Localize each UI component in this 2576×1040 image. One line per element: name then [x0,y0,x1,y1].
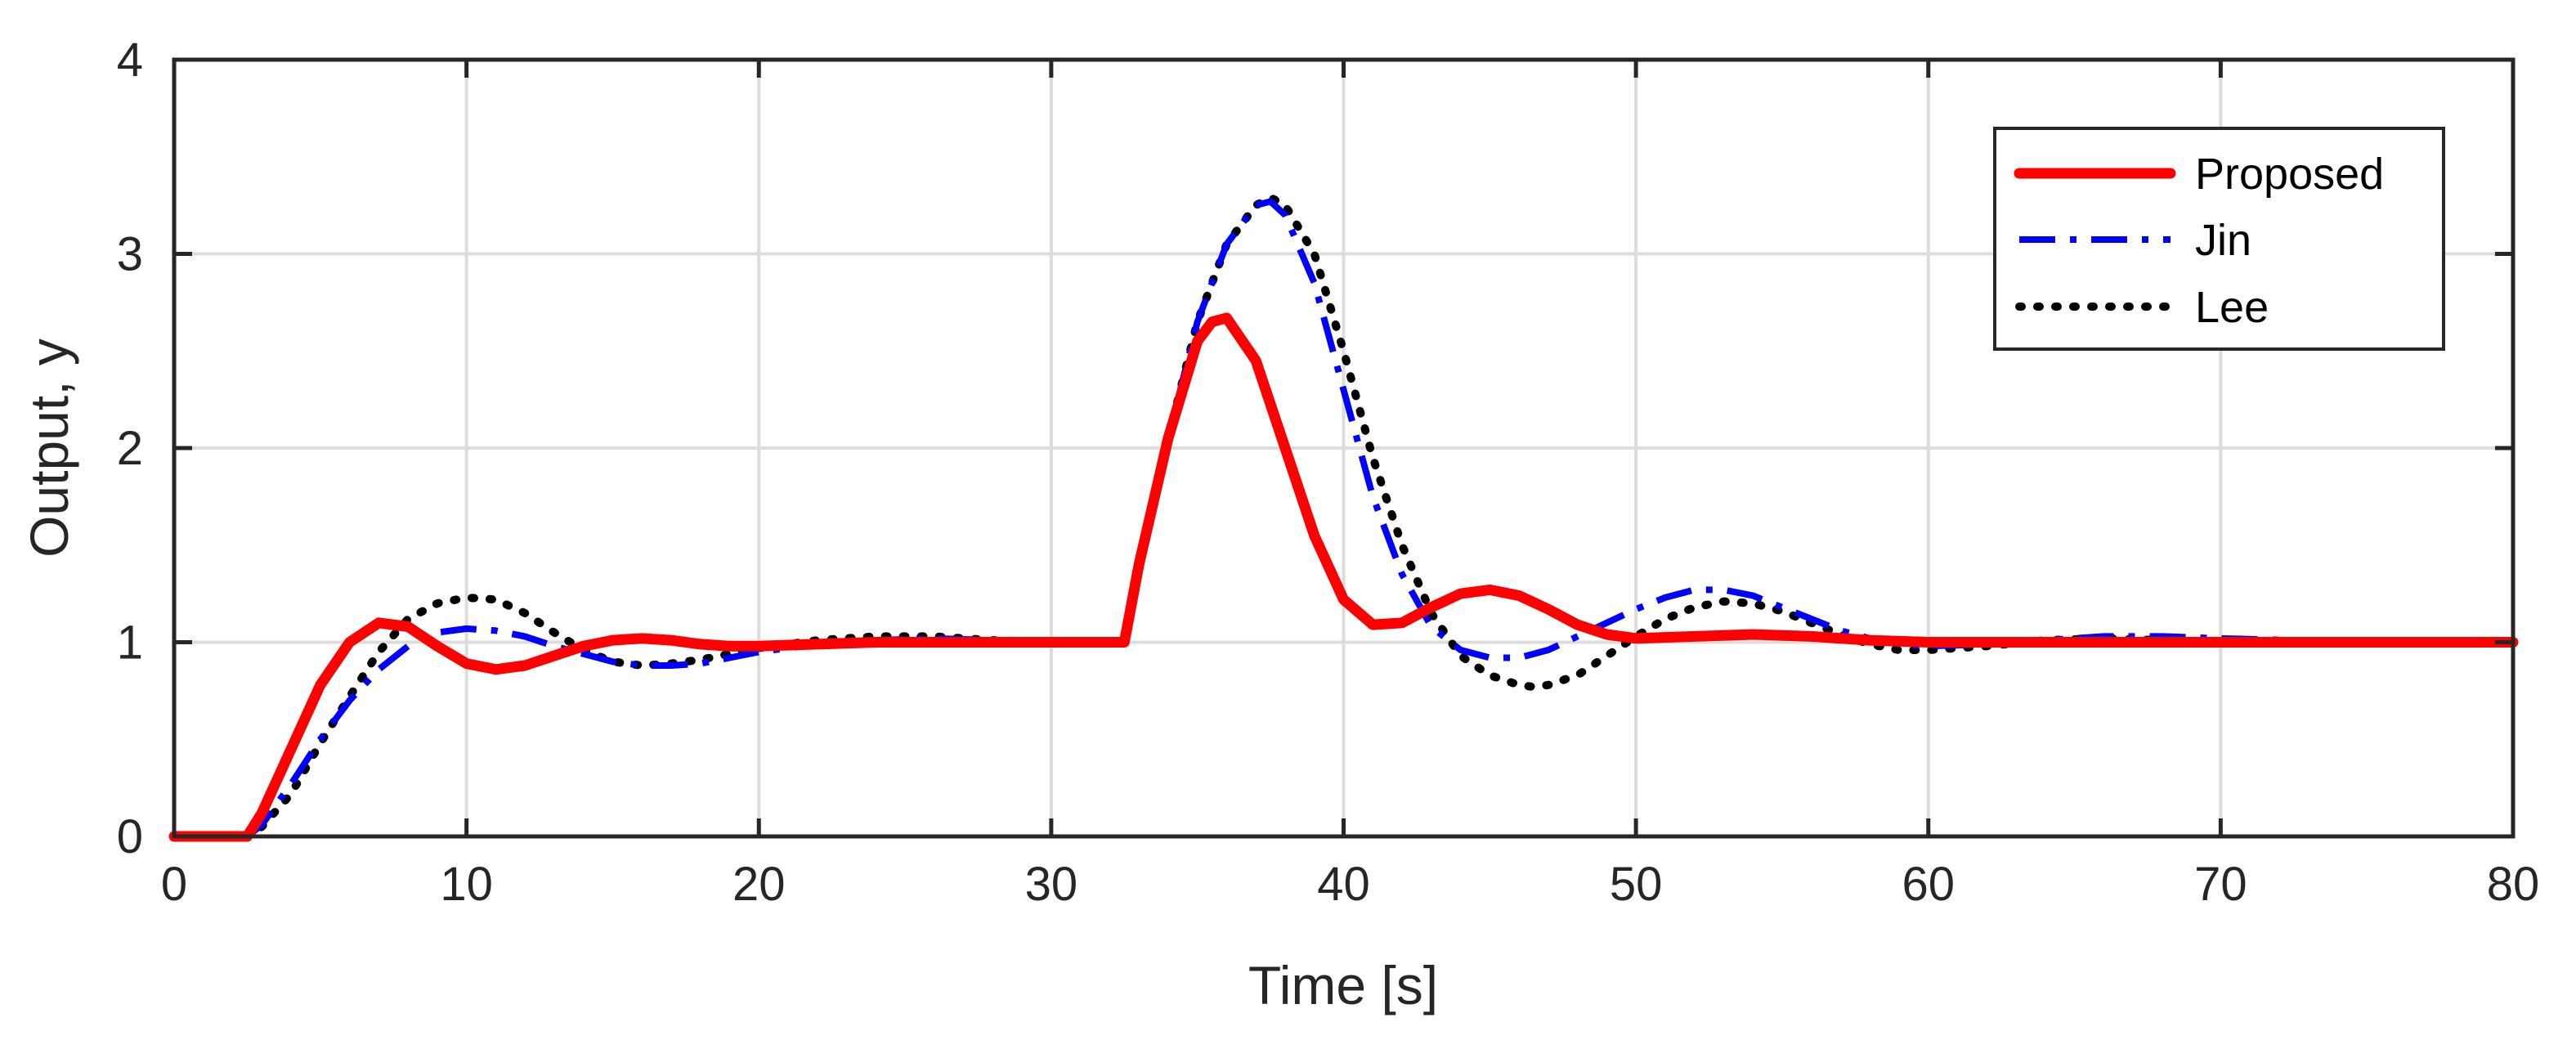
y-tick-label: 2 [117,422,143,475]
x-tick-label: 0 [161,858,187,911]
y-tick-label: 1 [117,616,143,670]
x-tick-label: 10 [440,858,493,911]
x-tick-label: 20 [732,858,786,911]
legend-box [1993,127,2445,351]
x-tick-label: 30 [1025,858,1078,911]
y-tick-label: 0 [117,810,143,863]
y-tick-label: 4 [117,34,143,87]
series-layer [168,193,2519,842]
x-tick-label: 80 [2487,858,2540,911]
legend-label-lee: Lee [2195,283,2269,332]
series-line-proposed [168,312,2519,842]
y-axis-label: Output, y [19,338,79,558]
legend-label-jin: Jin [2195,216,2251,265]
ticks: 0 10 20 30 40 50 60 70 80 0 1 2 3 4 [117,34,2540,911]
x-tick-label: 40 [1317,858,1370,911]
x-tick-label: 50 [1610,858,1663,911]
legend: Proposed Jin Lee [1993,127,2445,351]
series-line-lee [170,193,2517,841]
x-axis-label: Time [s] [1248,955,1438,1015]
x-tick-label: 70 [2194,858,2247,911]
y-tick-label: 3 [117,228,143,281]
series-line-jin [174,198,2513,840]
legend-label-proposed: Proposed [2195,150,2384,199]
x-tick-label: 60 [1902,858,1955,911]
